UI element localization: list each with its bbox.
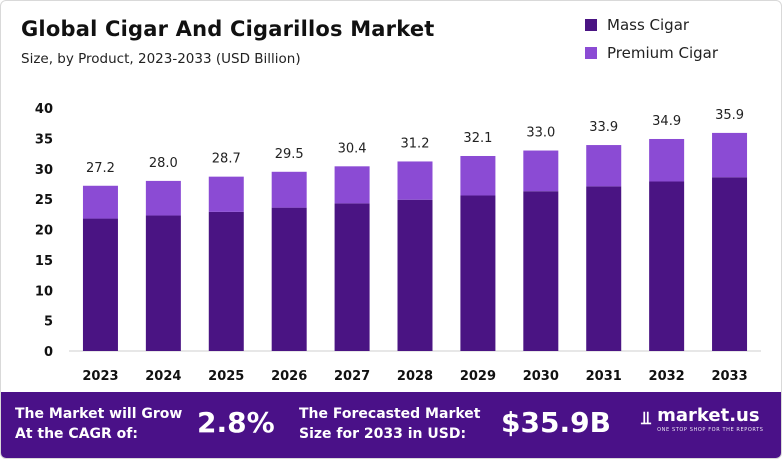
data-label-2028: 31.2: [401, 136, 430, 151]
bar-premium-cigar-2030: [523, 150, 559, 192]
data-label-2023: 27.2: [86, 161, 115, 176]
y-tick-label: 25: [35, 193, 53, 208]
bar-mass-cigar-2028: [397, 199, 433, 351]
x-tick-label-2029: 2029: [460, 369, 496, 384]
data-label-2033: 35.9: [715, 108, 744, 123]
bar-premium-cigar-2033: [712, 132, 748, 178]
y-tick-label: 5: [44, 315, 53, 330]
market-us-logo: ⫫ market.us ONE STOP SHOP FOR THE REPORT…: [641, 406, 764, 434]
y-tick-label: 40: [35, 102, 53, 117]
forecast-label-line1: The Forecasted Market: [299, 406, 481, 422]
bar-mass-cigar-2026: [271, 207, 307, 351]
data-label-2024: 28.0: [149, 156, 178, 171]
bar-premium-cigar-2024: [145, 180, 181, 216]
x-tick-label-2031: 2031: [586, 369, 622, 384]
market-us-logo-icon: ⫫: [641, 408, 652, 429]
bar-mass-cigar-2025: [208, 211, 244, 351]
data-label-2025: 28.7: [212, 152, 241, 167]
chart-title: Global Cigar And Cigarillos Market: [21, 17, 435, 41]
x-tick-label-2028: 2028: [397, 369, 433, 384]
bar-mass-cigar-2024: [145, 215, 181, 351]
legend-item-premium-cigar: Premium Cigar: [585, 39, 718, 67]
bar-premium-cigar-2023: [82, 185, 118, 219]
forecast-label: The Forecasted Market Size for 2033 in U…: [299, 404, 480, 444]
x-tick-label-2027: 2027: [334, 369, 370, 384]
cagr-label-line2: At the CAGR of:: [15, 426, 138, 442]
x-tick-label-2023: 2023: [82, 369, 118, 384]
x-tick-label-2030: 2030: [523, 369, 559, 384]
bar-mass-cigar-2030: [523, 191, 559, 351]
bar-premium-cigar-2029: [460, 155, 496, 196]
bar-chart: 051015202530354027.2202328.0202428.72025…: [35, 102, 761, 384]
cagr-label-line1: The Market will Grow: [15, 406, 183, 422]
x-tick-label-2026: 2026: [271, 369, 307, 384]
legend-label-premium-cigar: Premium Cigar: [607, 44, 719, 62]
chart-subtitle: Size, by Product, 2023-2033 (USD Billion…: [21, 51, 301, 67]
data-label-2029: 32.1: [463, 131, 492, 146]
y-tick-label: 0: [44, 345, 53, 360]
x-tick-label-2024: 2024: [145, 369, 181, 384]
bar-mass-cigar-2029: [460, 195, 496, 351]
bar-premium-cigar-2028: [397, 161, 433, 200]
bar-mass-cigar-2031: [586, 186, 622, 351]
logo-name: market.us: [657, 405, 760, 426]
bar-premium-cigar-2031: [586, 145, 622, 187]
footer-banner: The Market will Grow At the CAGR of: 2.8…: [1, 392, 781, 458]
x-tick-label-2025: 2025: [208, 369, 244, 384]
bar-premium-cigar-2026: [271, 171, 307, 208]
bar-premium-cigar-2032: [649, 138, 685, 182]
bar-premium-cigar-2025: [208, 176, 244, 212]
forecast-value: $35.9B: [501, 406, 611, 439]
cagr-label: The Market will Grow At the CAGR of:: [15, 404, 182, 444]
y-tick-label: 10: [35, 284, 53, 299]
x-tick-label-2032: 2032: [649, 369, 685, 384]
bar-mass-cigar-2032: [649, 181, 685, 351]
data-label-2030: 33.0: [526, 126, 555, 141]
y-tick-label: 20: [35, 224, 53, 239]
y-tick-label: 15: [35, 254, 53, 269]
x-tick-label-2033: 2033: [711, 369, 747, 384]
y-tick-label: 35: [35, 132, 53, 147]
data-label-2027: 30.4: [338, 141, 367, 156]
legend: Mass Cigar Premium Cigar: [585, 11, 718, 67]
bar-premium-cigar-2027: [334, 166, 370, 204]
legend-swatch-premium-cigar: [585, 47, 597, 59]
bar-mass-cigar-2023: [82, 218, 118, 351]
legend-swatch-mass-cigar: [585, 19, 597, 31]
logo-tagline: ONE STOP SHOP FOR THE REPORTS: [657, 427, 764, 433]
cagr-value: 2.8%: [197, 406, 275, 439]
legend-item-mass-cigar: Mass Cigar: [585, 11, 718, 39]
forecast-label-line2: Size for 2033 in USD:: [299, 426, 467, 442]
data-label-2032: 34.9: [652, 114, 681, 129]
bar-mass-cigar-2027: [334, 203, 370, 351]
legend-label-mass-cigar: Mass Cigar: [607, 16, 690, 34]
y-tick-label: 30: [35, 163, 53, 178]
bar-mass-cigar-2033: [712, 177, 748, 351]
data-label-2026: 29.5: [275, 147, 304, 162]
data-label-2031: 33.9: [589, 120, 618, 135]
